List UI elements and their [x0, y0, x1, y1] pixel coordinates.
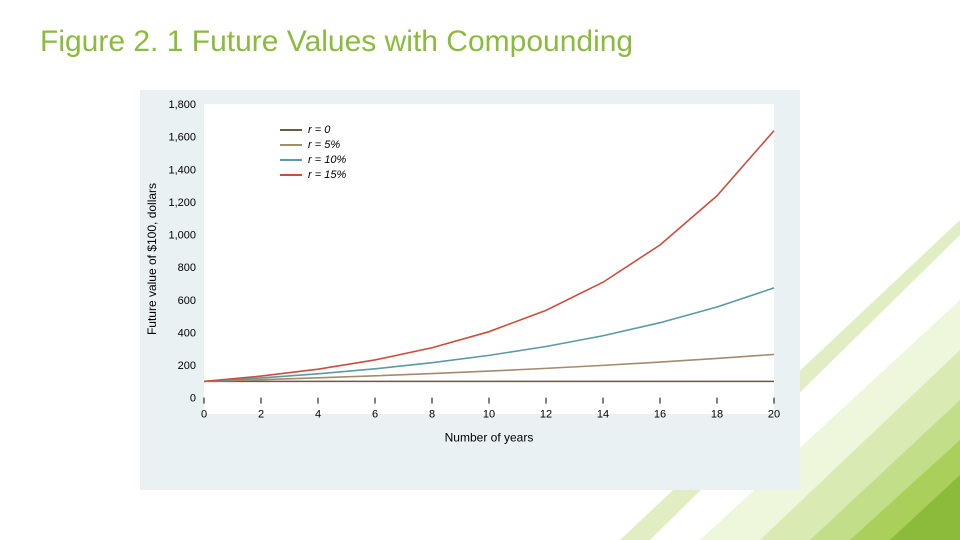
x-tick-label: 20 — [768, 409, 780, 421]
y-tick-label: 1,800 — [168, 99, 196, 111]
legend-item: r = 10% — [280, 152, 346, 167]
x-tick-label: 8 — [429, 409, 435, 421]
legend-swatch — [280, 174, 302, 176]
fv-chart: 0 200 400 600 800 1,000 1,200 1,400 1,600 1,800 0 2… — [140, 90, 800, 490]
y-tick-label: 0 — [190, 393, 196, 405]
legend-item: r = 5% — [280, 137, 346, 152]
x-tick-label: 2 — [258, 409, 264, 421]
legend-label: r = 0 — [308, 124, 330, 136]
legend-item: r = 15% — [280, 167, 346, 182]
x-tick-label: 12 — [540, 409, 552, 421]
legend-label: r = 5% — [308, 139, 340, 151]
x-tick-label: 4 — [315, 409, 321, 421]
page-title: Figure 2. 1 Future Values with Compoundi… — [40, 24, 633, 60]
legend-item: r = 0 — [280, 122, 346, 137]
legend-swatch — [280, 159, 302, 161]
y-tick-label: 200 — [178, 360, 196, 372]
y-tick-label: 1,200 — [168, 197, 196, 209]
y-tick-label: 400 — [178, 327, 196, 339]
legend-swatch — [280, 144, 302, 146]
x-tick-label: 10 — [483, 409, 495, 421]
y-axis-label: Future value of $100, dollars — [145, 183, 159, 335]
x-tick-label: 0 — [201, 409, 207, 421]
y-tick-label: 1,000 — [168, 230, 196, 242]
legend-label: r = 10% — [308, 154, 346, 166]
legend-label: r = 15% — [308, 169, 346, 181]
y-tick-label: 600 — [178, 295, 196, 307]
chart-legend: r = 0 r = 5% r = 10% r = 15% — [280, 122, 346, 182]
y-tick-label: 800 — [178, 262, 196, 274]
y-tick-label: 1,600 — [168, 132, 196, 144]
x-tick-label: 18 — [711, 409, 723, 421]
chart-svg: 0 200 400 600 800 1,000 1,200 1,400 1,600 1,800 0 2… — [140, 90, 800, 490]
x-tick-label: 16 — [654, 409, 666, 421]
x-tick-label: 14 — [597, 409, 609, 421]
x-tick-label: 6 — [372, 409, 378, 421]
y-tick-label: 1,400 — [168, 164, 196, 176]
x-axis-label: Number of years — [445, 431, 534, 445]
slide-root: { "title": "Figure 2. 1 Future Values wi… — [0, 0, 960, 540]
legend-swatch — [280, 129, 302, 131]
